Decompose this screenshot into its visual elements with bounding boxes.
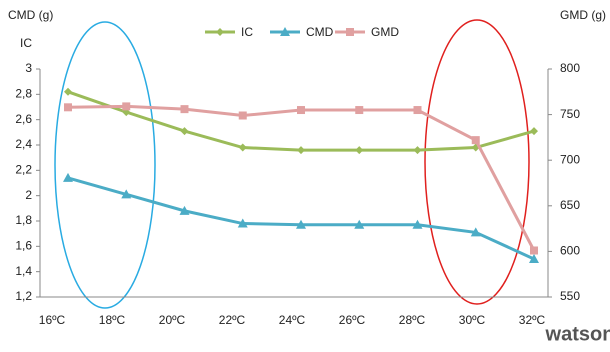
y2-tick-label: 700 (560, 152, 580, 166)
y-tick-label: 3 (25, 61, 32, 75)
y-tick-label: 1,6 (15, 239, 32, 253)
marker (355, 106, 364, 115)
marker (346, 28, 354, 36)
marker (122, 102, 131, 111)
logo: watson (545, 323, 610, 345)
marker (296, 219, 306, 229)
x-tick-label: 18ºC (99, 313, 126, 327)
x-tick-label: 20ºC (159, 313, 186, 327)
highlight-ellipse (54, 21, 156, 309)
series-line (67, 176, 535, 261)
marker (413, 106, 422, 115)
marker (529, 254, 539, 263)
y-tick-label: 1,2 (15, 289, 32, 303)
marker (238, 111, 247, 120)
marker (470, 227, 481, 237)
marker (121, 189, 132, 199)
marker (413, 146, 422, 155)
y-axis-title: CMD (g) (8, 8, 53, 22)
y2-tick-label: 550 (560, 289, 580, 303)
y-tick-label: 2,4 (15, 137, 32, 151)
legend-label: CMD (306, 25, 334, 39)
x-tick-label: 26ºC (339, 313, 366, 327)
marker (530, 246, 538, 255)
y2-tick-label: 650 (560, 198, 580, 212)
y-tick-label: 2,2 (15, 163, 32, 177)
marker (280, 27, 290, 36)
marker (64, 87, 72, 96)
y2-axis-title: GMD (g) (560, 8, 606, 22)
marker (180, 127, 189, 136)
marker (530, 127, 538, 136)
marker (354, 219, 365, 229)
marker (179, 205, 190, 215)
marker (180, 105, 189, 114)
y-tick-label: 1,4 (15, 264, 32, 278)
x-tick-label: 22ºC (219, 313, 246, 327)
x-tick-label: 30ºC (459, 313, 486, 327)
marker (237, 218, 248, 228)
marker (297, 146, 305, 155)
x-tick-label: 16ºC (39, 313, 66, 327)
legend-label: GMD (371, 25, 399, 39)
marker (63, 172, 73, 182)
y-tick-label: 2 (25, 188, 32, 202)
marker (216, 28, 224, 36)
y-tick-label: 2,8 (15, 87, 32, 101)
y-axis-subtitle: IC (20, 36, 32, 50)
y2-tick-label: 750 (560, 107, 580, 121)
marker (238, 143, 247, 152)
y2-tick-label: 600 (560, 244, 580, 258)
x-tick-label: 32ºC (519, 313, 546, 327)
marker (297, 106, 305, 115)
marker (355, 146, 364, 155)
x-tick-label: 28ºC (399, 313, 426, 327)
series-line (67, 90, 535, 152)
legend-label: IC (241, 25, 253, 39)
marker (471, 136, 480, 145)
y-tick-label: 2,6 (15, 112, 32, 126)
series-line (67, 104, 536, 252)
y-tick-label: 1,8 (15, 213, 32, 227)
x-tick-label: 24ºC (279, 313, 306, 327)
marker (64, 103, 72, 112)
marker (412, 219, 423, 229)
y2-tick-label: 800 (560, 61, 580, 75)
highlight-ellipse (424, 19, 530, 305)
